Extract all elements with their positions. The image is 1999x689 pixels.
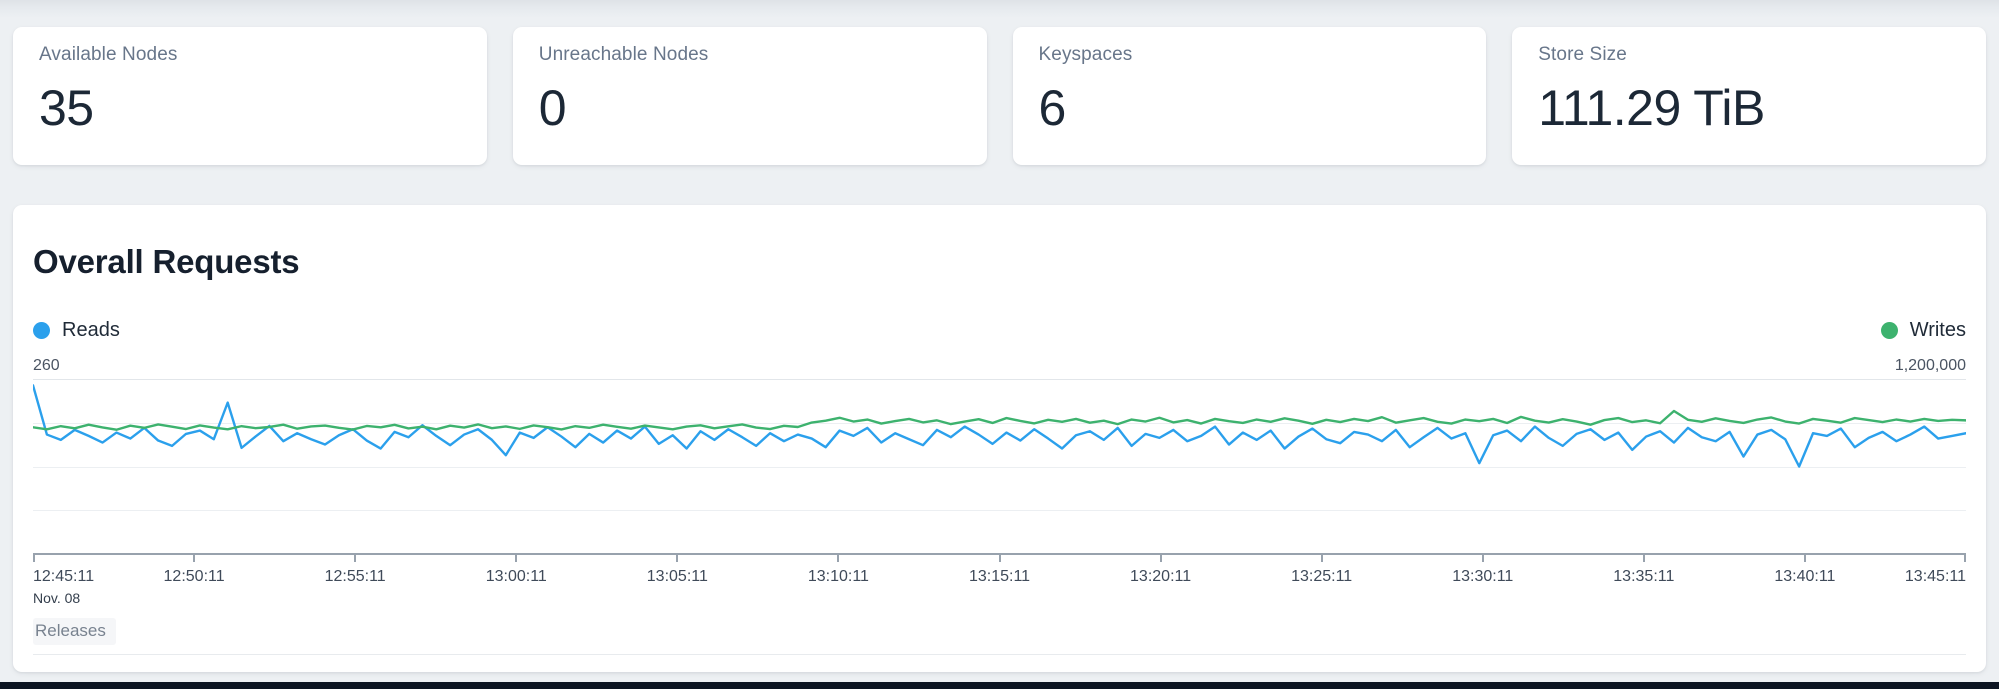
x-axis-labels: 12:45:11 12:50:11 12:55:11 13:00:11 13:0… [33, 568, 1966, 587]
x-axis-label: 13:25:11 [1291, 568, 1353, 585]
stats-row: Available Nodes 35 Unreachable Nodes 0 K… [13, 27, 1986, 165]
requests-chart-plot[interactable] [33, 379, 1966, 555]
stat-card-keyspaces: Keyspaces 6 [1012, 27, 1487, 165]
axis-tick [998, 555, 1001, 562]
x-axis-label: 12:50:11 [163, 568, 225, 585]
axis-tick [1320, 555, 1323, 562]
left-axis-max-label: 260 [33, 357, 60, 374]
stat-card-store-size: Store Size 111.29 TiB [1512, 27, 1986, 165]
axis-max-labels: 260 1,200,000 [33, 357, 1966, 375]
releases-row: Releases [33, 618, 1966, 655]
x-axis-label: 13:20:11 [1130, 568, 1192, 585]
axis-tick [193, 555, 196, 562]
legend-item-reads[interactable]: Reads [33, 319, 120, 342]
gridline [33, 466, 1966, 468]
legend-label: Writes [1909, 319, 1966, 341]
x-axis-label: 13:15:11 [968, 568, 1031, 585]
bottom-bar [0, 682, 1999, 689]
axis-tick [837, 555, 840, 562]
x-axis-label: 13:00:11 [485, 568, 547, 585]
gridline [33, 509, 1966, 511]
x-axis-label: 13:40:11 [1774, 568, 1836, 585]
axis-tick [33, 555, 35, 562]
x-axis-label: 12:55:11 [324, 568, 386, 585]
gridline [33, 423, 1966, 425]
x-axis-label: 13:35:11 [1613, 568, 1675, 585]
chart-canvas [33, 380, 1966, 553]
stat-card-unreachable-nodes: Unreachable Nodes 0 [512, 27, 987, 165]
x-axis-ticks [33, 555, 1966, 562]
stat-label: Store Size [1538, 44, 1627, 65]
overall-requests-panel: Overall Requests Reads Writes 260 1,200,… [13, 205, 1986, 672]
writes-line [33, 411, 1966, 430]
stat-card-available-nodes: Available Nodes 35 [13, 27, 487, 165]
reads-dot-icon [33, 322, 50, 339]
axis-tick [1159, 555, 1162, 562]
axis-tick [354, 555, 357, 562]
x-axis-label: 13:05:11 [646, 568, 708, 585]
x-axis-label: 12:45:11 [33, 568, 95, 585]
axis-tick [1642, 555, 1645, 562]
writes-dot-icon [1880, 322, 1898, 339]
legend-label: Reads [62, 319, 120, 341]
right-axis-max-label: 1,200,000 [1894, 357, 1966, 374]
axis-tick [515, 555, 518, 562]
x-axis-label: 13:45:11 [1904, 568, 1966, 585]
stat-label: Unreachable Nodes [538, 44, 709, 65]
stat-value: 35 [39, 80, 94, 136]
axis-tick [1481, 555, 1484, 562]
stat-label: Available Nodes [39, 44, 178, 65]
axis-tick [1803, 555, 1806, 562]
reads-line [33, 385, 1966, 466]
x-axis-label: 13:30:11 [1452, 568, 1514, 585]
chart-legend: Reads Writes [33, 319, 1966, 342]
axis-tick [676, 555, 679, 562]
chart-title: Overall Requests [33, 243, 300, 280]
stat-value: 0 [538, 80, 567, 136]
x-axis-label: 13:10:11 [807, 568, 869, 585]
legend-item-writes[interactable]: Writes [1880, 319, 1966, 342]
stat-value: 111.29 TiB [1538, 80, 1765, 136]
x-axis-date-label: Nov. 08 [33, 590, 81, 606]
stat-value: 6 [1038, 80, 1067, 136]
stat-label: Keyspaces [1038, 44, 1133, 65]
releases-label[interactable]: Releases [33, 618, 116, 645]
axis-tick [1964, 555, 1966, 562]
